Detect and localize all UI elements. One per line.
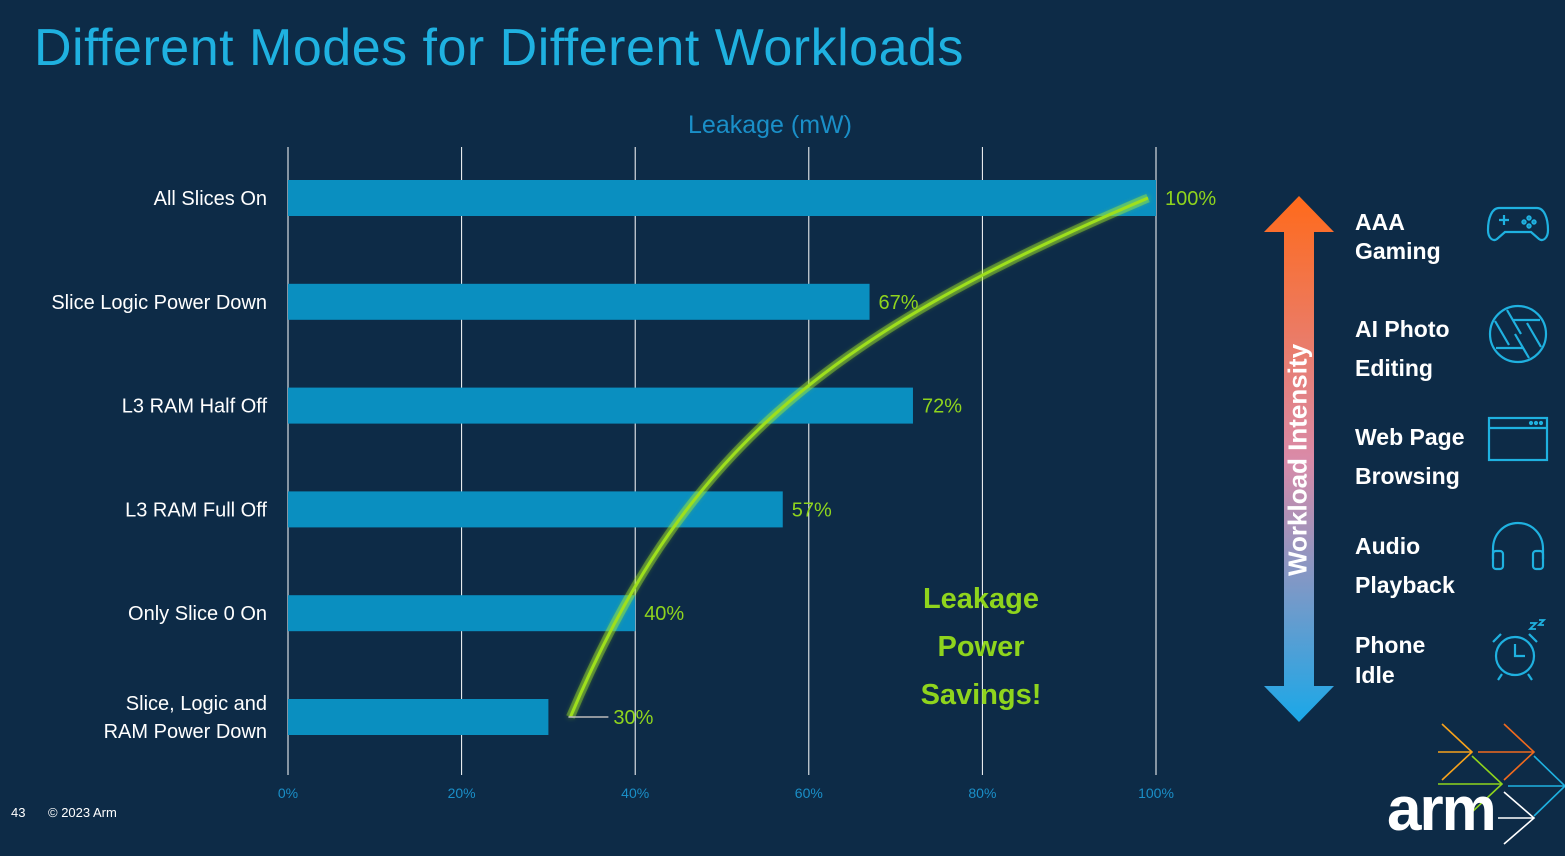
- x-tick-label: 20%: [448, 785, 476, 801]
- bar-value-label: 72%: [922, 396, 962, 418]
- bar-value-label: 40%: [644, 603, 684, 625]
- workload-intensity-arrow: [1264, 196, 1334, 722]
- slide-title: Different Modes for Different Workloads: [34, 19, 964, 77]
- bar-value-label: 67%: [879, 292, 919, 314]
- workload-label-line2: Browsing: [1355, 463, 1460, 489]
- x-tick-label: 40%: [621, 785, 649, 801]
- aperture-icon: [1488, 304, 1548, 364]
- workload-label-line1: Web Page: [1355, 424, 1465, 450]
- bar: [288, 595, 636, 632]
- leakage-savings-annotation: Leakage Power Savings!: [900, 575, 1062, 719]
- chart-title: Leakage (mW): [688, 111, 852, 139]
- bar-value-label: 30%: [613, 707, 653, 729]
- workload-item-web-page-browsing: Web Page Browsing: [1355, 418, 1465, 496]
- category-label: L3 RAM Full Off: [125, 499, 267, 521]
- category-label: Slice Logic Power Down: [51, 292, 267, 314]
- savings-line-1: Leakage: [922, 583, 1040, 615]
- workload-label-line1: Audio: [1355, 533, 1421, 559]
- workload-label-line2: Gaming: [1355, 238, 1441, 264]
- workload-item-phone-idle: Phone Idle: [1355, 629, 1425, 689]
- workload-label-line2: Idle: [1355, 662, 1395, 688]
- bar: [288, 491, 783, 528]
- category-label: Only Slice 0 On: [128, 603, 267, 625]
- bar-value-label: 57%: [792, 499, 832, 521]
- arm-chevron-decoration: [1438, 723, 1565, 845]
- category-label: Slice, Logic and: [126, 693, 267, 715]
- workload-label-line2: Playback: [1355, 572, 1455, 598]
- bar: [288, 699, 549, 735]
- x-tick-label: 0%: [278, 785, 298, 801]
- copyright-notice: © 2023 Arm: [48, 805, 117, 820]
- category-label: L3 RAM Half Off: [122, 396, 268, 418]
- category-label: RAM Power Down: [104, 721, 267, 743]
- workload-item-aaa-gaming: AAA Gaming: [1355, 207, 1441, 265]
- category-label: All Slices On: [154, 188, 267, 210]
- bar: [288, 180, 1156, 216]
- savings-line-3: Savings!: [920, 679, 1042, 711]
- bar: [288, 387, 913, 424]
- workload-item-audio-playback: Audio Playback: [1355, 527, 1455, 605]
- workload-label-line1: AAA: [1355, 209, 1405, 235]
- bar-value-label: 100%: [1165, 188, 1216, 210]
- x-tick-label: 100%: [1138, 785, 1174, 801]
- arm-logo: arm: [1387, 775, 1497, 844]
- sleeping-alarm-clock-icon: [1492, 619, 1547, 681]
- gamepad-icon: [1486, 206, 1550, 242]
- x-tick-label: 60%: [795, 785, 823, 801]
- workload-label-line1: AI Photo: [1355, 316, 1450, 342]
- workload-label-line2: Editing: [1355, 355, 1433, 381]
- slide-page-number: 43: [11, 805, 26, 820]
- savings-trend-curve: [569, 196, 1149, 718]
- workload-intensity-label: Workload Intensity: [1282, 343, 1313, 577]
- bar: [288, 283, 870, 320]
- browser-window-icon: [1487, 416, 1549, 462]
- savings-line-2: Power: [937, 631, 1025, 663]
- headphones-icon: [1491, 521, 1545, 571]
- workload-item-ai-photo-editing: AI Photo Editing: [1355, 310, 1450, 388]
- x-tick-label: 80%: [968, 785, 996, 801]
- workload-label-line1: Phone: [1355, 632, 1426, 658]
